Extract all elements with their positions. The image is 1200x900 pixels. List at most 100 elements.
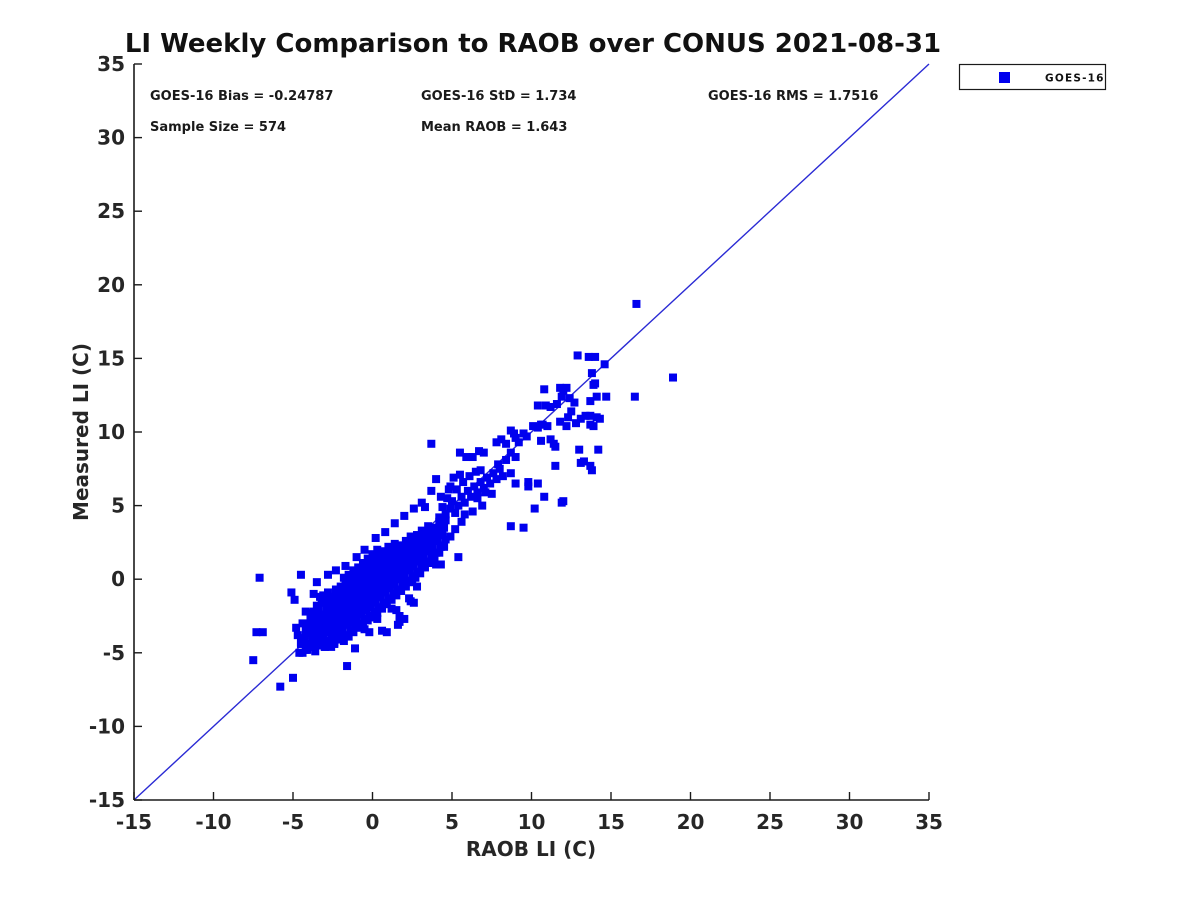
scatter-point — [449, 473, 458, 482]
scatter-point — [424, 547, 433, 556]
scatter-point — [319, 632, 328, 641]
scatter-point — [406, 578, 415, 587]
scatter-point — [312, 601, 321, 610]
scatter-point — [309, 634, 318, 643]
scatter-point — [358, 576, 367, 585]
scatter-point — [352, 613, 361, 622]
scatter-point — [511, 453, 520, 462]
legend-entry-label: GOES-16 — [1045, 73, 1105, 85]
scatter-point — [255, 573, 264, 582]
scatter-point — [293, 631, 302, 640]
scatter-point — [602, 392, 611, 401]
scatter-point — [382, 628, 391, 637]
scatter-point — [584, 352, 593, 361]
x-tick-label: -5 — [282, 810, 304, 834]
scatter-point — [320, 616, 329, 625]
scatter-point — [296, 638, 305, 647]
scatter-point — [368, 550, 377, 559]
scatter-point — [323, 588, 332, 597]
scatter-point — [486, 479, 495, 488]
scatter-point — [514, 438, 523, 447]
scatter-point — [312, 578, 321, 587]
x-tick-label: 10 — [518, 810, 546, 834]
scatter-point — [462, 453, 471, 462]
scatter-point — [344, 570, 353, 579]
x-axis-ticks: -15 -10 -5 0 5 10 15 20 25 30 35 — [116, 792, 943, 834]
scatter-point — [427, 486, 436, 495]
scatter-point — [411, 544, 420, 553]
scatter-point — [338, 604, 347, 613]
scatter-point — [395, 553, 404, 562]
scatter-point — [343, 601, 352, 610]
scatter-point — [378, 576, 387, 585]
scatter-point — [339, 637, 348, 646]
scatter-point — [579, 457, 588, 466]
scatter-point — [401, 536, 410, 545]
scatter-point — [296, 570, 305, 579]
scatter-point — [349, 628, 358, 637]
scatter-point — [390, 579, 399, 588]
scatter-point — [363, 589, 372, 598]
scatter-point — [414, 533, 423, 542]
scatter-point — [387, 567, 396, 576]
scatter-point — [358, 620, 367, 629]
scatter-point — [409, 504, 418, 513]
scatter-point — [481, 488, 490, 497]
scatter-point — [289, 673, 297, 682]
scatter-point — [336, 600, 345, 609]
scatter-point — [420, 533, 429, 542]
scatter-point — [594, 445, 603, 454]
scatter-point — [530, 504, 539, 513]
scatter-point — [460, 498, 469, 507]
scatter-point — [632, 299, 641, 308]
scatter-point — [413, 582, 422, 591]
scatter-point — [328, 609, 337, 618]
scatter-point — [354, 581, 363, 590]
scatter-point — [492, 438, 501, 447]
scatter-point — [381, 548, 390, 557]
scatter-point — [336, 631, 345, 640]
scatter-point — [435, 548, 444, 557]
y-tick-label: 0 — [111, 567, 125, 591]
scatter-point — [669, 373, 678, 382]
scatter-point — [425, 559, 434, 568]
scatter-point — [382, 572, 391, 581]
scatter-point — [455, 470, 464, 479]
scatter-point — [400, 548, 409, 557]
scatter-point — [349, 566, 358, 575]
y-tick-label: 20 — [97, 273, 125, 297]
scatter-point — [371, 557, 380, 566]
scatter-point — [378, 626, 387, 635]
scatter-point — [333, 626, 342, 635]
scatter-point — [363, 572, 372, 581]
scatter-point — [392, 606, 401, 615]
scatter-point — [373, 581, 382, 590]
scatter-point — [592, 392, 601, 401]
scatter-point — [451, 508, 460, 517]
scatter-point — [440, 541, 449, 550]
scatter-point — [290, 595, 299, 604]
scatter-point — [400, 614, 409, 623]
scatter-point — [419, 528, 428, 537]
y-axis-ticks: -15 -10 -5 0 5 10 15 20 25 30 35 — [89, 52, 142, 812]
scatter-point — [454, 501, 463, 510]
scatter-point — [406, 550, 415, 559]
scatter-point — [347, 597, 356, 606]
scatter-point — [498, 472, 507, 481]
scatter-point — [455, 448, 464, 457]
scatter-point — [341, 579, 350, 588]
scatter-point — [362, 566, 371, 575]
scatter-point — [258, 628, 267, 637]
scatter-point — [572, 419, 581, 428]
scatter-point — [363, 616, 372, 625]
scatter-point — [538, 420, 547, 429]
scatter-point — [519, 523, 528, 532]
scatter-point — [443, 494, 452, 503]
scatter-point — [392, 563, 401, 572]
scatter-point — [306, 642, 315, 651]
scatter-point — [323, 607, 332, 616]
scatter-point — [311, 614, 320, 623]
scatter-point — [463, 486, 472, 495]
scatter-point — [492, 475, 501, 484]
scatter-point — [395, 575, 404, 584]
